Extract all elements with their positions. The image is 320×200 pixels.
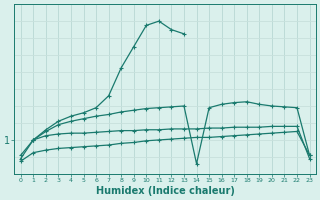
X-axis label: Humidex (Indice chaleur): Humidex (Indice chaleur) [96, 186, 235, 196]
